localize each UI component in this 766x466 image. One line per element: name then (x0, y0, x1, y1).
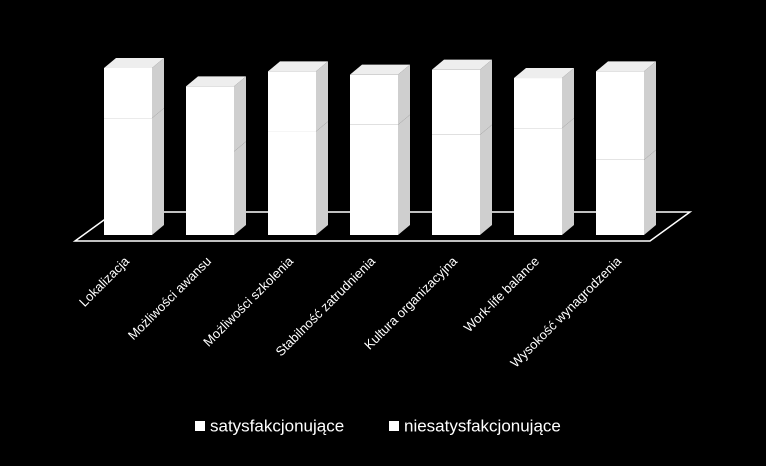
bar (104, 68, 152, 119)
bar-side (644, 149, 656, 235)
bar-side (152, 108, 164, 235)
legend-marker (195, 421, 205, 431)
bar-top (104, 58, 164, 68)
bar-top (432, 59, 492, 70)
bar (514, 128, 562, 235)
x-tick-label: Work-life balance (461, 254, 542, 335)
bar-top (596, 61, 656, 72)
legend-marker (389, 421, 399, 431)
legend-label: niesatysfakcjonujące (404, 416, 561, 435)
bar-side (562, 68, 574, 129)
bar-side (234, 76, 246, 152)
bar-side (644, 61, 656, 160)
bar (596, 71, 644, 160)
bar (268, 71, 316, 132)
bar (514, 78, 562, 129)
bar (432, 69, 480, 135)
bar (432, 134, 480, 235)
bar (350, 74, 398, 125)
bar-side (398, 64, 410, 125)
bar-side (316, 121, 328, 235)
legend: satysfakcjonujące niesatysfakcjonujące (195, 416, 561, 435)
bar-side (480, 59, 492, 135)
bar-side (480, 124, 492, 235)
bar-side (562, 118, 574, 235)
bar (268, 131, 316, 235)
bar (350, 124, 398, 235)
x-tick-label: Lokalizacja (76, 253, 133, 310)
bar (596, 159, 644, 235)
bar-top (514, 68, 574, 79)
bar-side (234, 141, 246, 235)
bar-side (316, 61, 328, 132)
x-tick-label: Możliwości awansu (125, 254, 214, 343)
bar (104, 118, 152, 235)
bar-top (268, 61, 328, 72)
legend-label: satysfakcjonujące (210, 416, 344, 435)
bar-side (398, 114, 410, 235)
bar (186, 151, 234, 235)
bar-top (350, 64, 410, 75)
bar (186, 86, 234, 152)
bar-top (186, 76, 246, 87)
bar-side (152, 58, 164, 119)
x-tick-label: Kultura organizacyjna (361, 253, 461, 353)
x-tick-label: Możliwości szkolenia (200, 253, 296, 349)
